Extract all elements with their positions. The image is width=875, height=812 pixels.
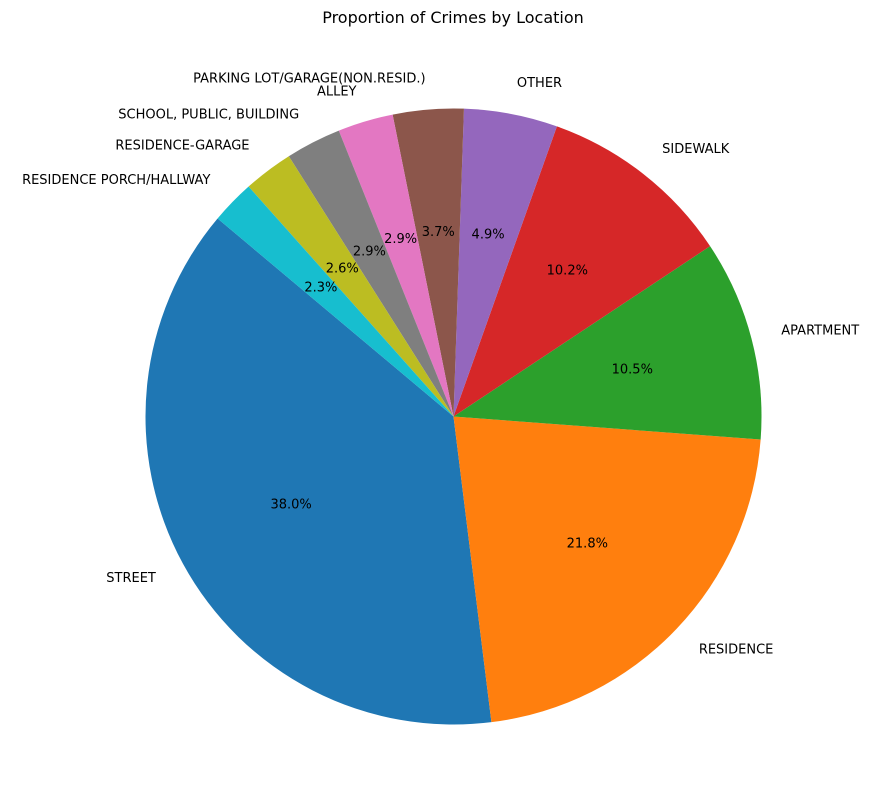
- category-label-school-public-building: SCHOOL, PUBLIC, BUILDING: [118, 107, 299, 122]
- pie-slice-residence-garage: [248, 156, 454, 417]
- percent-label-school-public-building: 2.9%: [353, 244, 386, 259]
- pie-slice-other: [453, 108, 557, 417]
- percent-labels: 38.0% 21.8% 10.5% 10.2% 4.9% 3.7% 2.9%2.9% 2.6%…: [270, 225, 652, 552]
- category-label-other: OTHER: [517, 76, 562, 91]
- percent-label-residence: 21.8%: [567, 536, 608, 551]
- pie-slice-apartment: [453, 246, 762, 440]
- pie-slices: [145, 108, 762, 725]
- pie-slice-alley: [338, 114, 454, 417]
- pie-slice-sidewalk: [453, 126, 711, 417]
- category-label-residence-porch-hallway: RESIDENCE PORCH/HALLWAY: [22, 173, 210, 188]
- pie-slice-parking-lot-garage-non-resid: [392, 108, 464, 417]
- category-label-apartment: APARTMENT: [781, 323, 859, 338]
- percent-label-street: 38.0%: [270, 497, 311, 512]
- pie-slice-school-public-building: [288, 130, 454, 417]
- pie-slice-street: [145, 218, 492, 725]
- pie-slice-residence: [453, 416, 761, 723]
- percent-label-alley: 2.9%: [384, 232, 417, 247]
- category-label-street: STREET: [106, 571, 156, 586]
- percent-label-other: 4.9%: [472, 227, 505, 242]
- category-label-residence-garage: RESIDENCE-GARAGE: [115, 138, 249, 153]
- percent-label-sidewalk: 10.2%: [547, 263, 588, 278]
- category-labels: STREET RESIDENCE APARTMENT SIDEWALK OTHER PAR…: [22, 71, 859, 657]
- percent-label-parking-lot-garage-non-resid: 3.7%: [422, 225, 455, 240]
- chart-title: Proportion of Crimes by Location: [322, 8, 584, 27]
- category-label-alley: ALLEY: [317, 84, 357, 99]
- percent-label-apartment: 10.5%: [612, 362, 653, 377]
- category-label-parking-lot-garage-non-resid: PARKING LOT/GARAGE(NON.RESID.): [193, 71, 425, 86]
- category-label-residence: RESIDENCE: [699, 643, 774, 658]
- pie-slice-residence-porch-hallway: [217, 186, 454, 417]
- percent-label-residence-garage: 2.6%: [326, 261, 359, 276]
- percent-label-residence-porch-hallway: 2.3%: [304, 280, 337, 295]
- category-label-sidewalk: SIDEWALK: [662, 142, 730, 157]
